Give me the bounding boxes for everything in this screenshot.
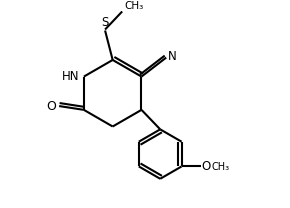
Text: N: N bbox=[168, 50, 177, 63]
Text: HN: HN bbox=[61, 70, 79, 83]
Text: O: O bbox=[201, 160, 210, 173]
Text: S: S bbox=[102, 16, 109, 28]
Text: CH₃: CH₃ bbox=[124, 1, 143, 11]
Text: CH₃: CH₃ bbox=[211, 162, 229, 172]
Text: O: O bbox=[46, 100, 56, 113]
